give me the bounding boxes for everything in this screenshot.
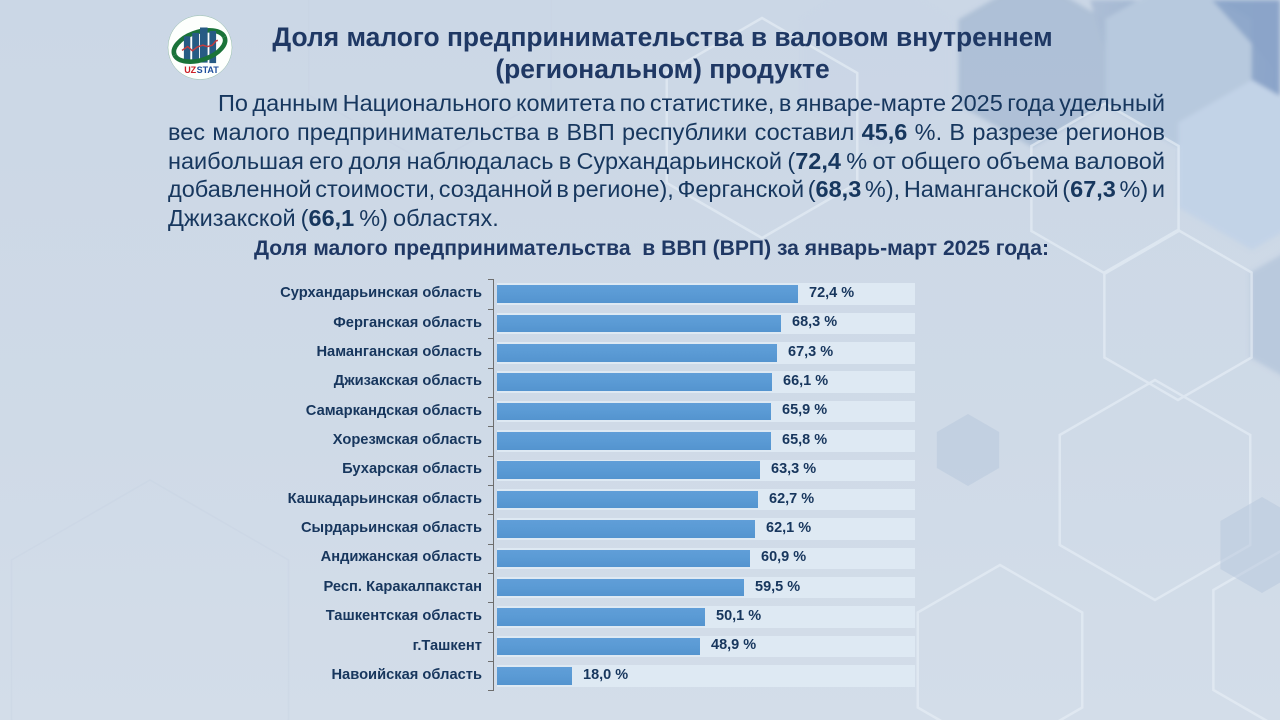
svg-text:UZ: UZ: [184, 65, 196, 75]
svg-text:STAT: STAT: [197, 65, 220, 75]
